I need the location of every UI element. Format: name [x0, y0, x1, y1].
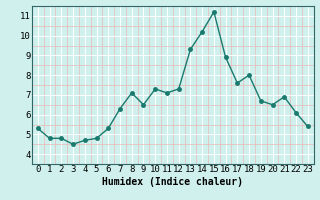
X-axis label: Humidex (Indice chaleur): Humidex (Indice chaleur)	[102, 177, 243, 187]
